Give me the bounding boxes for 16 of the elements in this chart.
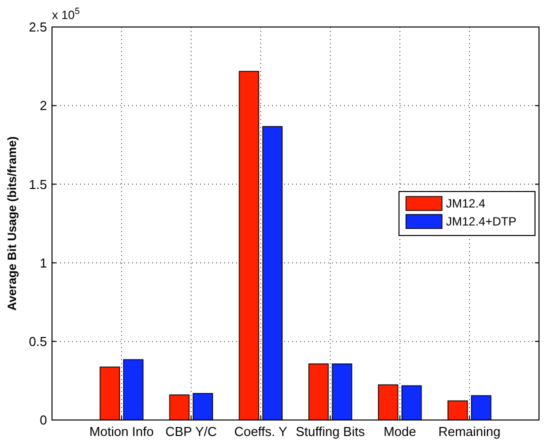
- x-tick-label: Remaining: [438, 424, 501, 439]
- y-tick-label: 2: [40, 98, 47, 114]
- y-tick-label: 1.5: [28, 176, 47, 192]
- y-axis-title: Average Bit Usage (bits/frame): [5, 136, 19, 311]
- legend-label: JM12.4: [446, 196, 486, 211]
- y-tick-label: 2.5: [28, 20, 47, 35]
- y-tick-label: 0.5: [28, 334, 47, 349]
- x-tick-label: CBP Y/C: [165, 424, 217, 439]
- x-tick-label: Motion Info: [89, 424, 154, 439]
- y-tick-label: 1: [40, 255, 47, 270]
- legend-label: JM12.4+DTP: [446, 214, 516, 229]
- y-tick-label: 0: [40, 412, 47, 428]
- x-tick-label: Mode: [384, 424, 416, 439]
- x-tick-label: Stuffing Bits: [296, 424, 366, 439]
- x-tick-label: Coeffs. Y: [234, 424, 288, 439]
- text: x 10$^{5}$: [52, 6, 80, 22]
